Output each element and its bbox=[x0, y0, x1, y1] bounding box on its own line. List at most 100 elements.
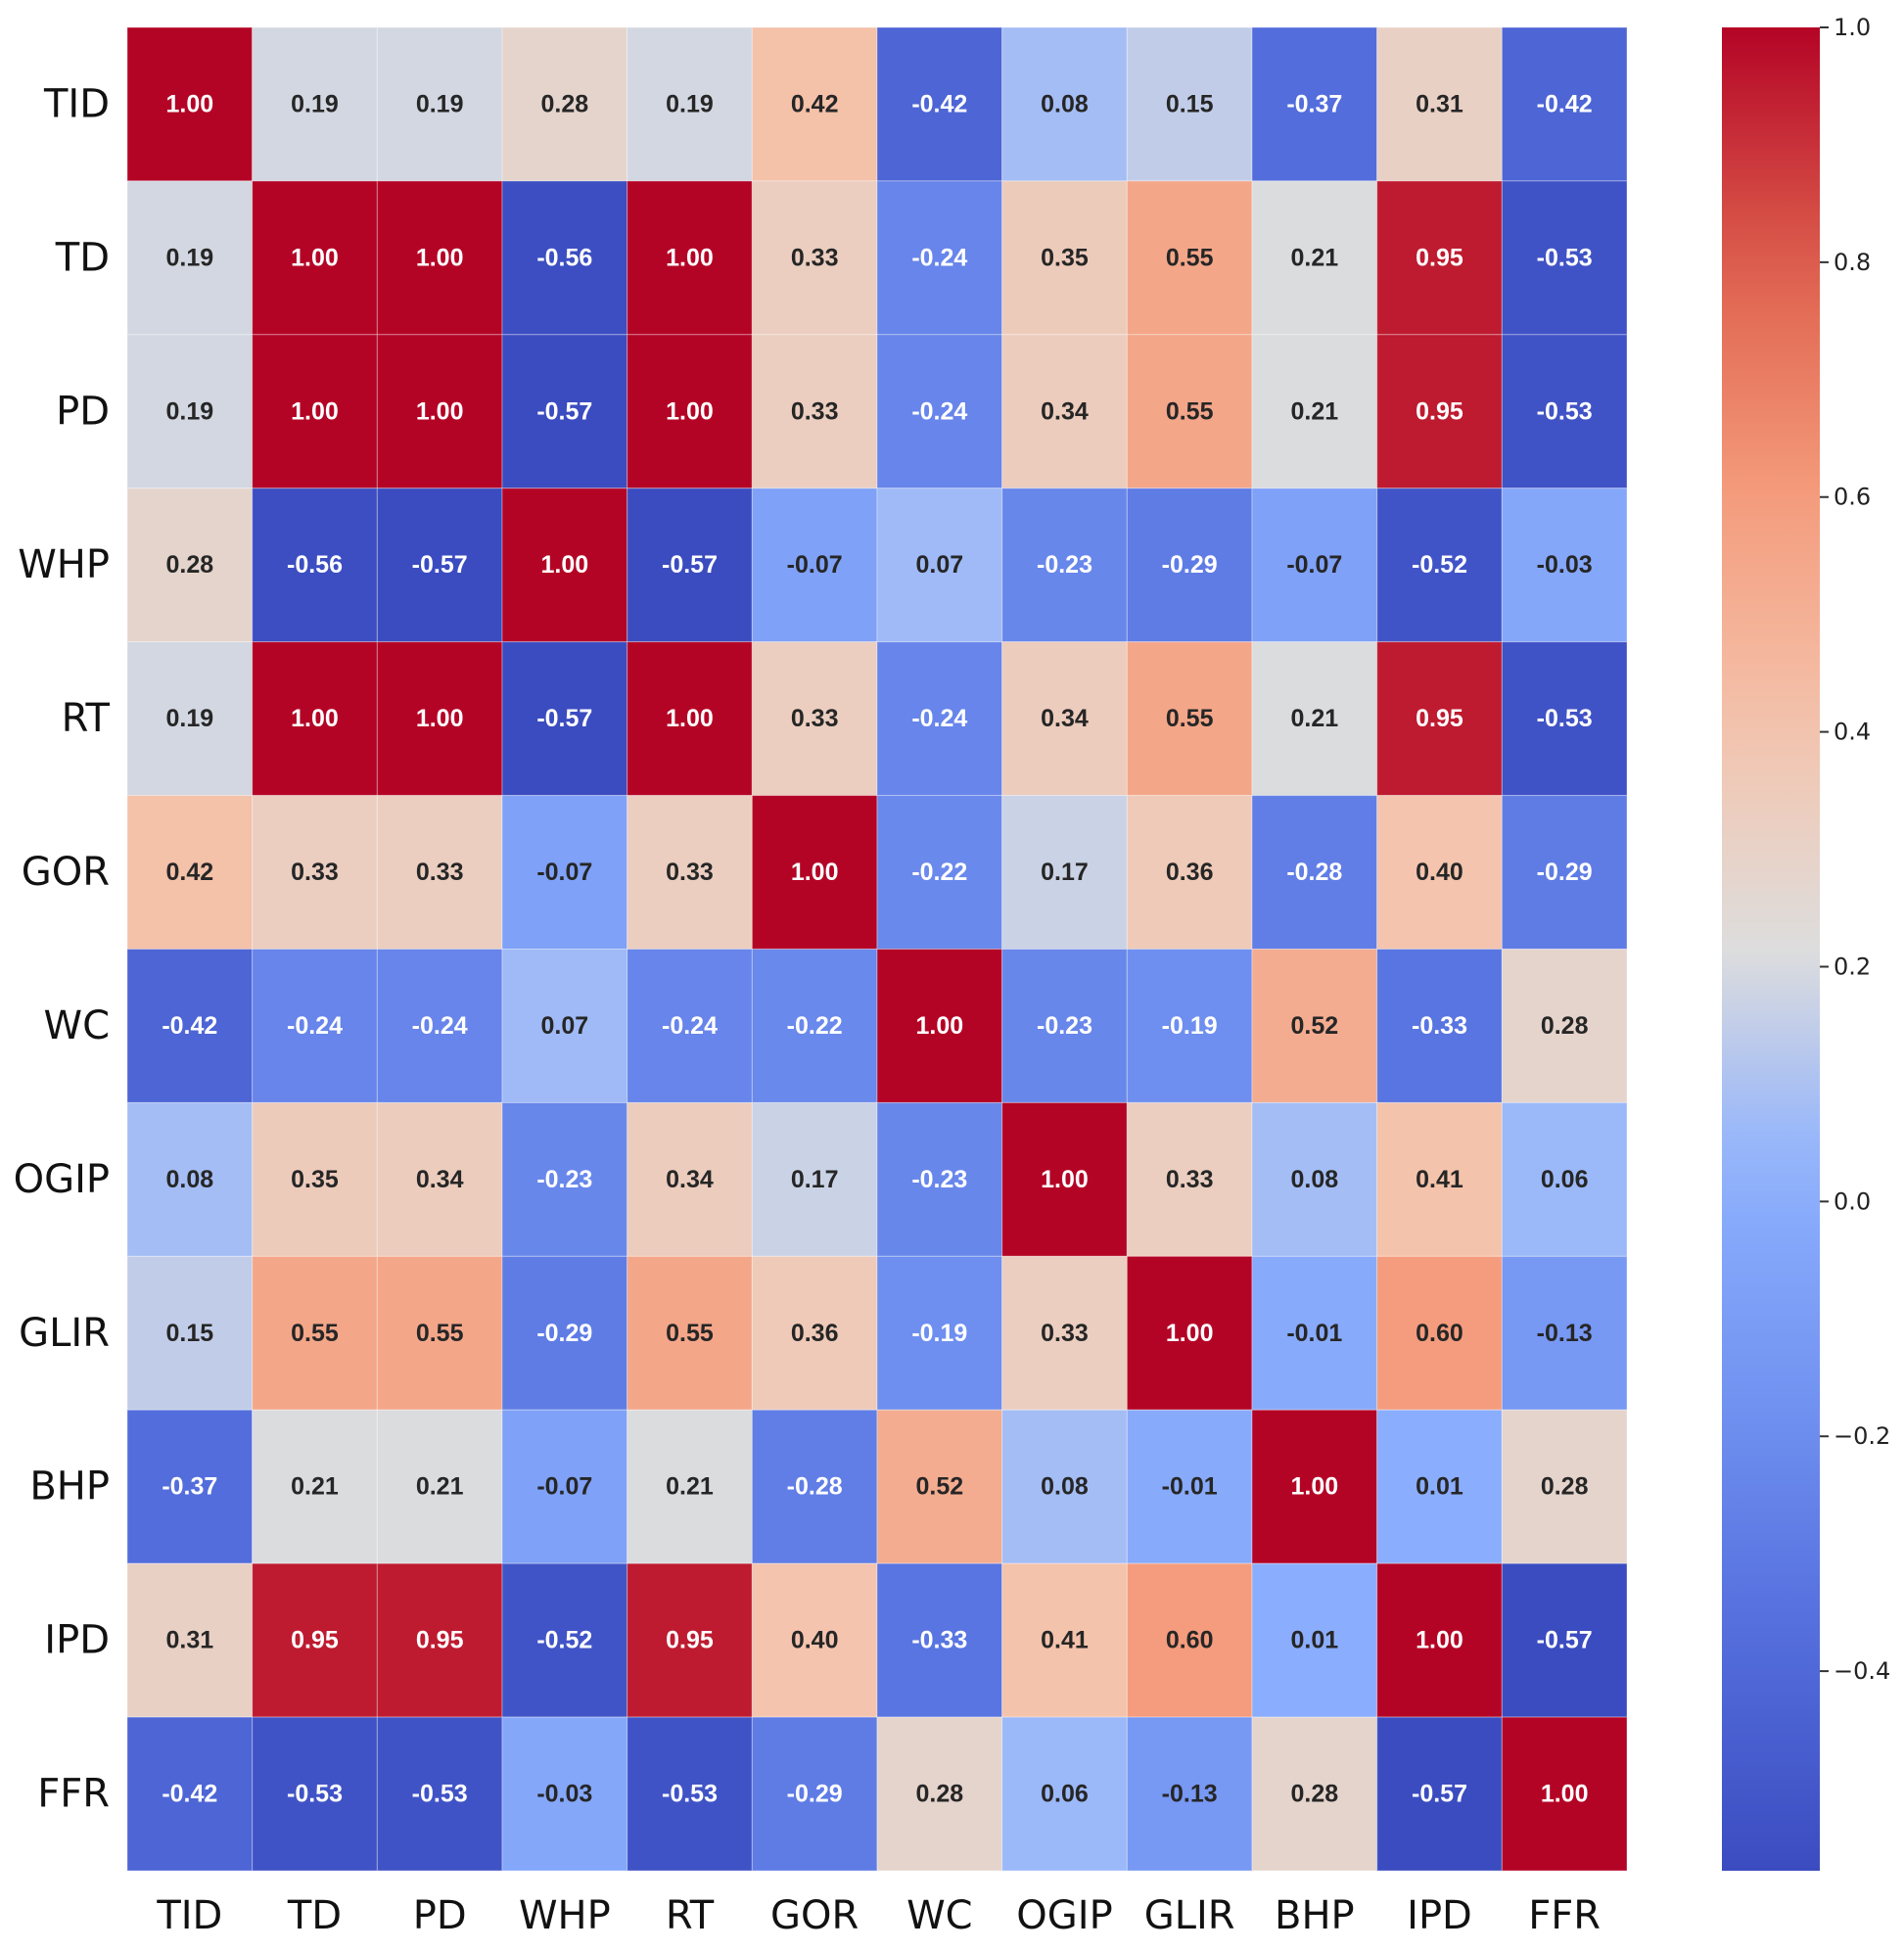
cell-value-TID-PD: 0.19 bbox=[416, 90, 464, 117]
colorbar-tick-label-0.0: 0.0 bbox=[1834, 1187, 1871, 1215]
cell-TID-PD bbox=[376, 26, 503, 182]
cell-FFR-IPD bbox=[1376, 1716, 1503, 1872]
cell-TD-WC bbox=[876, 180, 1003, 336]
cell-value-TD-PD: 1.00 bbox=[416, 244, 464, 271]
cell-GOR-TID bbox=[126, 795, 254, 950]
cell-value-GLIR-TD: 0.55 bbox=[291, 1320, 339, 1347]
cell-GOR-GLIR bbox=[1126, 795, 1253, 950]
cell-BHP-IPD bbox=[1376, 1409, 1503, 1564]
cell-WHP-TID bbox=[126, 488, 254, 643]
cell-value-IPD-IPD: 1.00 bbox=[1416, 1627, 1463, 1654]
cell-WHP-GLIR bbox=[1126, 488, 1253, 643]
cell-value-TID-TID: 1.00 bbox=[165, 90, 213, 117]
colorbar-tick-label-0.6: 0.6 bbox=[1834, 484, 1871, 511]
cell-TD-TID bbox=[126, 180, 254, 336]
cell-value-PD-TID: 0.19 bbox=[165, 397, 213, 425]
cell-TID-IPD bbox=[1376, 26, 1503, 182]
cell-value-PD-PD: 1.00 bbox=[416, 397, 464, 425]
cell-value-WC-TID: -0.42 bbox=[162, 1012, 217, 1040]
colorbar-tick-label-−0.4: −0.4 bbox=[1834, 1657, 1890, 1685]
heatmap-cells bbox=[126, 26, 1628, 1872]
cell-value-PD-RT: 1.00 bbox=[666, 397, 714, 425]
col-label-TID: TID bbox=[156, 1893, 222, 1938]
cell-TID-FFR bbox=[1501, 26, 1628, 182]
cell-IPD-PD bbox=[376, 1562, 503, 1718]
cell-PD-FFR bbox=[1501, 334, 1628, 489]
cell-value-BHP-PD: 0.21 bbox=[416, 1473, 464, 1501]
cell-value-GOR-BHP: -0.28 bbox=[1286, 859, 1342, 886]
cell-value-GOR-TID: 0.42 bbox=[165, 859, 213, 886]
cell-TID-TD bbox=[252, 26, 378, 182]
cell-value-WHP-GOR: -0.07 bbox=[787, 551, 843, 579]
cell-value-RT-TD: 1.00 bbox=[291, 705, 339, 732]
cell-TD-TD bbox=[252, 180, 378, 336]
cell-GLIR-GOR bbox=[751, 1255, 878, 1411]
cell-TID-BHP bbox=[1251, 26, 1378, 182]
x-axis-tick-labels: TID TD PD WHP RT GOR WC OGIP GLIR BHP IPD FFR bbox=[156, 1893, 1601, 1938]
cell-value-OGIP-GLIR: 0.33 bbox=[1166, 1166, 1214, 1193]
cell-BHP-OGIP bbox=[1001, 1409, 1128, 1564]
cell-value-GLIR-RT: 0.55 bbox=[666, 1320, 714, 1347]
cell-value-RT-BHP: 0.21 bbox=[1290, 705, 1338, 732]
row-label-FFR: FFR bbox=[37, 1772, 110, 1817]
cell-IPD-OGIP bbox=[1001, 1562, 1128, 1718]
cell-OGIP-OGIP bbox=[1001, 1101, 1128, 1257]
cell-WC-WHP bbox=[501, 949, 628, 1103]
cell-RT-GOR bbox=[751, 641, 878, 797]
cell-value-RT-IPD: 0.95 bbox=[1416, 705, 1463, 732]
cell-RT-RT bbox=[627, 641, 753, 797]
cell-value-GLIR-IPD: 0.60 bbox=[1416, 1320, 1463, 1347]
cell-BHP-FFR bbox=[1501, 1409, 1628, 1564]
cell-WC-GOR bbox=[751, 949, 878, 1103]
cell-value-TID-WHP: 0.28 bbox=[540, 90, 588, 117]
cell-WHP-IPD bbox=[1376, 488, 1503, 643]
cell-value-TD-WC: -0.24 bbox=[911, 244, 967, 271]
cell-RT-TID bbox=[126, 641, 254, 797]
colorbar-tick-label-0.4: 0.4 bbox=[1834, 719, 1871, 746]
cell-RT-IPD bbox=[1376, 641, 1503, 797]
cell-WHP-BHP bbox=[1251, 488, 1378, 643]
cell-WC-IPD bbox=[1376, 949, 1503, 1103]
col-label-FFR: FFR bbox=[1528, 1893, 1601, 1938]
cell-value-TD-TD: 1.00 bbox=[291, 244, 339, 271]
cell-value-WHP-IPD: -0.52 bbox=[1412, 551, 1467, 579]
row-label-BHP: BHP bbox=[29, 1464, 110, 1510]
cell-value-IPD-WC: -0.33 bbox=[911, 1627, 967, 1654]
cell-GLIR-GLIR bbox=[1126, 1255, 1253, 1411]
cell-GOR-OGIP bbox=[1001, 795, 1128, 950]
cell-value-GOR-TD: 0.33 bbox=[291, 859, 339, 886]
cell-TD-IPD bbox=[1376, 180, 1503, 336]
cell-OGIP-WHP bbox=[501, 1101, 628, 1257]
cell-value-GLIR-WC: -0.19 bbox=[911, 1320, 967, 1347]
cell-value-IPD-GOR: 0.40 bbox=[791, 1627, 839, 1654]
cell-value-GLIR-GOR: 0.36 bbox=[791, 1320, 839, 1347]
colorbar-tick-label-−0.2: −0.2 bbox=[1834, 1422, 1890, 1450]
row-label-IPD: IPD bbox=[44, 1618, 110, 1663]
cell-value-WC-GOR: -0.22 bbox=[787, 1012, 843, 1040]
cell-value-GLIR-BHP: -0.01 bbox=[1286, 1320, 1342, 1347]
col-label-RT: RT bbox=[666, 1893, 715, 1938]
cell-IPD-TD bbox=[252, 1562, 378, 1718]
cell-value-WC-FFR: 0.28 bbox=[1541, 1012, 1589, 1040]
cell-WHP-GOR bbox=[751, 488, 878, 643]
cell-GOR-WHP bbox=[501, 795, 628, 950]
cell-value-WC-WHP: 0.07 bbox=[540, 1012, 588, 1040]
cell-PD-RT bbox=[627, 334, 753, 489]
cell-value-GLIR-FFR: -0.13 bbox=[1537, 1320, 1593, 1347]
cell-value-TID-OGIP: 0.08 bbox=[1041, 90, 1089, 117]
colorbar-tick-label-0.2: 0.2 bbox=[1834, 953, 1871, 980]
cell-value-WHP-RT: -0.57 bbox=[662, 551, 718, 579]
cell-OGIP-RT bbox=[627, 1101, 753, 1257]
cell-value-FFR-GOR: -0.29 bbox=[787, 1781, 843, 1808]
cell-value-PD-IPD: 0.95 bbox=[1416, 397, 1463, 425]
col-label-GOR: GOR bbox=[770, 1893, 859, 1938]
cell-value-RT-OGIP: 0.34 bbox=[1041, 705, 1089, 732]
cell-RT-GLIR bbox=[1126, 641, 1253, 797]
cell-WHP-OGIP bbox=[1001, 488, 1128, 643]
cell-value-IPD-RT: 0.95 bbox=[666, 1627, 714, 1654]
cell-WC-WC bbox=[876, 949, 1003, 1103]
cell-value-TD-TID: 0.19 bbox=[165, 244, 213, 271]
cell-TD-PD bbox=[376, 180, 503, 336]
cell-GOR-TD bbox=[252, 795, 378, 950]
cell-FFR-FFR bbox=[1501, 1716, 1628, 1872]
